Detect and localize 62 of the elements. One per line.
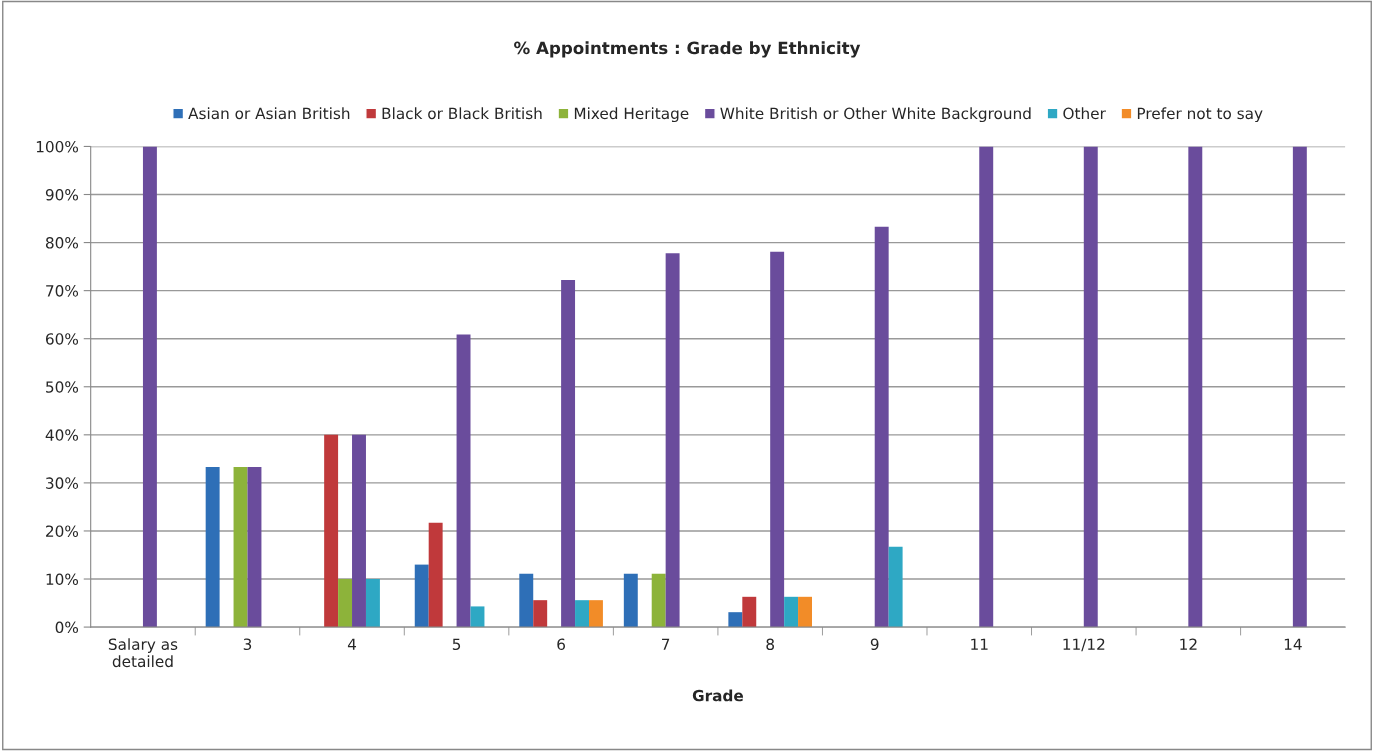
y-tick-label: 20%: [46, 525, 79, 537]
bar: [352, 434, 366, 628]
legend-label: White British or Other White Background: [720, 107, 1031, 123]
bar: [247, 467, 262, 628]
x-tick-label: 6: [557, 638, 566, 651]
bar: [888, 546, 903, 628]
x-tick-label: 9: [870, 638, 879, 651]
bar: [588, 600, 603, 628]
bar: [770, 251, 785, 628]
legend-label: Prefer not to say: [1137, 107, 1263, 123]
y-tick-label: 60%: [45, 333, 79, 345]
y-tick-label: 40%: [45, 429, 79, 441]
y-tick-label: 50%: [46, 381, 79, 393]
bar: [1188, 146, 1203, 628]
x-tick-label: Salary as detailed: [108, 638, 178, 668]
bar: [533, 600, 548, 628]
chart-title: % Appointments : Grade by Ethnicity: [514, 41, 861, 58]
x-tick-label: 8: [766, 638, 774, 651]
bar: [205, 467, 220, 628]
bar: [623, 573, 638, 628]
bar: [742, 596, 757, 628]
bar: [365, 579, 380, 628]
bar: [784, 596, 799, 628]
x-tick-label: 3: [243, 638, 252, 651]
y-tick-label: 0%: [55, 621, 79, 634]
bar: [142, 146, 157, 628]
bar: [728, 612, 743, 628]
bar: [798, 596, 812, 628]
y-tick-label: 70%: [46, 285, 79, 297]
legend-label: Other: [1063, 107, 1106, 120]
bar: [428, 522, 443, 628]
bar: [1292, 146, 1307, 628]
bar: [233, 467, 248, 628]
bar: [561, 280, 576, 628]
bar: [575, 600, 589, 628]
bar: [456, 334, 471, 628]
x-tick-label: 11: [971, 638, 988, 650]
legend-label: Black or Black British: [382, 107, 542, 120]
x-tick-label: 12: [1180, 638, 1197, 650]
x-axis-title: Grade: [692, 689, 744, 702]
x-tick-label: 5: [452, 638, 461, 651]
bar: [414, 564, 429, 628]
legend-label: Asian or Asian British: [188, 107, 350, 120]
y-tick-label: 30%: [46, 477, 79, 489]
bar: [874, 226, 889, 628]
bar: [665, 253, 680, 628]
y-tick-label: 90%: [45, 188, 79, 201]
y-tick-label: 100%: [36, 140, 79, 153]
y-tick-label: 10%: [46, 573, 79, 586]
bar: [519, 573, 534, 628]
legend-label: Mixed Heritage: [574, 107, 689, 123]
bar: [338, 579, 353, 628]
x-tick-label: 11/12: [1063, 638, 1105, 652]
x-tick-label: 7: [662, 638, 670, 650]
y-tick-label: 80%: [45, 237, 79, 249]
bar: [1083, 146, 1098, 628]
x-tick-label: 4: [347, 638, 357, 650]
bar: [470, 606, 485, 628]
bar: [979, 146, 994, 628]
x-tick-label: 14: [1284, 638, 1302, 650]
bar: [324, 434, 339, 628]
bar: [651, 573, 666, 628]
